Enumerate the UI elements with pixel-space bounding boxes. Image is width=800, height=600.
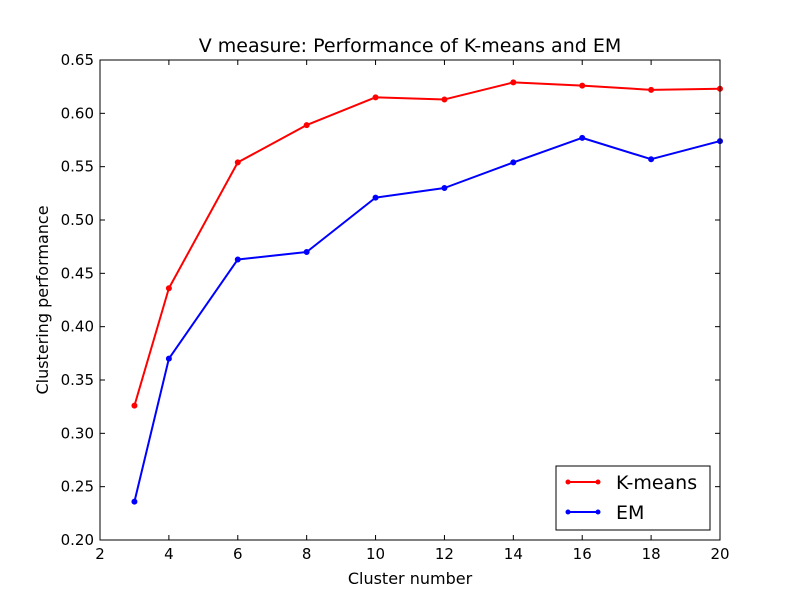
y-tick-label: 0.30 (61, 424, 94, 442)
legend-item-k-means: K-means (565, 472, 697, 494)
chart-title: V measure: Performance of K-means and EM (199, 35, 621, 57)
x-tick-label: 4 (164, 545, 174, 563)
data-point-em (510, 159, 517, 166)
x-tick-label: 8 (302, 545, 312, 563)
x-tick-label: 16 (573, 545, 592, 563)
x-tick-label: 6 (233, 545, 243, 563)
data-point-em (579, 134, 586, 141)
x-tick-label: 18 (642, 545, 661, 563)
x-axis-label: Cluster number (348, 569, 473, 588)
data-point-em (303, 249, 310, 255)
x-tick-label: 14 (504, 545, 523, 563)
data-point-k-means (165, 285, 172, 292)
data-point-k-means (579, 82, 586, 89)
legend-swatch-marker (595, 479, 601, 485)
series-k-means (131, 79, 723, 409)
series-line-em (133, 136, 721, 502)
y-tick-label: 0.55 (61, 158, 94, 176)
legend-swatch-marker (565, 479, 571, 485)
data-point-k-means (131, 402, 138, 409)
series-em (131, 134, 723, 505)
y-tick-label: 0.65 (61, 51, 94, 69)
data-point-em (648, 156, 655, 163)
y-tick-label: 0.35 (61, 371, 94, 389)
data-point-k-means (234, 159, 241, 166)
ticks-layer: 2 4 6 8 10 12 14 16 18 20 0.20 0.25 0.30 0.35 0.40 0.45… (61, 51, 730, 563)
legend-swatch-marker (565, 509, 571, 515)
y-axis-label: Clustering performance (33, 205, 52, 394)
plot-background (100, 60, 720, 540)
y-tick-label: 0.20 (61, 531, 94, 549)
y-tick-label: 0.60 (61, 104, 94, 122)
x-tick-label: 10 (366, 545, 385, 563)
y-tick-label: 0.25 (61, 478, 94, 496)
y-tick-label: 0.45 (61, 264, 94, 282)
legend-item-em: EM (565, 502, 644, 524)
series-layer (131, 79, 723, 505)
legend-label: K-means (616, 472, 697, 494)
data-point-k-means (648, 86, 655, 93)
legend-swatch-marker (595, 509, 601, 515)
y-tick-label: 0.50 (61, 211, 94, 229)
x-tick-label: 12 (435, 545, 454, 563)
data-point-em (234, 256, 241, 263)
x-tick-label: 2 (95, 545, 105, 563)
data-point-em (131, 498, 138, 505)
plot-frame (99, 59, 721, 541)
data-point-em (372, 194, 379, 201)
y-tick-label: 0.40 (61, 318, 94, 336)
data-point-k-means (372, 94, 379, 101)
data-point-em (165, 355, 172, 362)
x-tick-label: 20 (710, 545, 729, 563)
legend-label: EM (616, 502, 644, 524)
data-point-em (441, 185, 448, 191)
data-point-k-means (303, 122, 310, 129)
data-point-k-means (510, 79, 517, 86)
series-line-k-means (133, 81, 721, 406)
legend-box (555, 465, 711, 531)
legend: K-means EM (555, 465, 711, 531)
data-point-k-means (441, 96, 448, 103)
plot-area: 2 4 6 8 10 12 14 16 18 20 0.20 0.25 0.30 0.35 0.40 0.45… (61, 51, 730, 563)
